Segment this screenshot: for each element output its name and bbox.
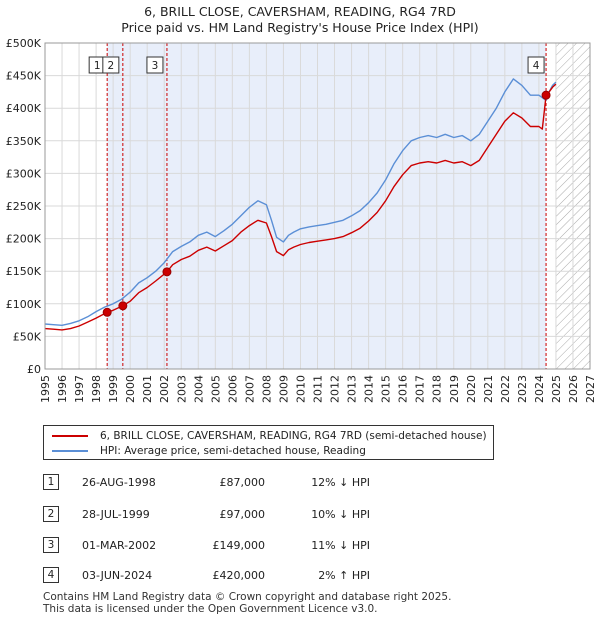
legend-swatch-property	[52, 435, 88, 437]
y-tick-label: £450K	[6, 70, 42, 83]
x-tick-label: 2001	[141, 375, 154, 403]
y-tick-label: £50K	[13, 330, 42, 343]
sale-1-box-label: 1	[94, 60, 101, 72]
legend-item-hpi: HPI: Average price, semi-detached house,…	[52, 444, 366, 458]
chart-subtitle: Price paid vs. HM Land Registry's House …	[121, 20, 479, 35]
x-tick-label: 2010	[294, 375, 307, 403]
x-tick-label: 2004	[192, 375, 205, 403]
legend-label-hpi: HPI: Average price, semi-detached house,…	[100, 445, 366, 457]
x-tick-label: 2011	[312, 375, 325, 403]
x-tick-label: 1997	[73, 375, 86, 403]
x-tick-label: 2012	[329, 375, 342, 403]
x-tick-label: 2000	[124, 375, 137, 403]
transaction-1-date: 26-AUG-1998	[82, 476, 156, 489]
legend: 6, BRILL CLOSE, CAVERSHAM, READING, RG4 …	[43, 425, 494, 460]
x-tick-label: 2025	[550, 375, 563, 403]
footer-copyright: Contains HM Land Registry data © Crown c…	[43, 591, 452, 603]
plot-border	[44, 42, 591, 370]
sale-1-point	[102, 307, 112, 317]
y-tick-label: £0	[27, 363, 41, 376]
transaction-1-number: 1	[43, 474, 59, 490]
transaction-4-number: 4	[43, 567, 59, 583]
legend-label-property: 6, BRILL CLOSE, CAVERSHAM, READING, RG4 …	[100, 430, 487, 442]
transaction-1-hpi: 12% ↓ HPI	[311, 476, 370, 489]
x-tick-label: 1999	[107, 375, 120, 403]
transaction-2-number: 2	[43, 506, 59, 522]
y-tick-label: £500K	[6, 37, 42, 50]
x-tick-label: 2022	[499, 375, 512, 403]
x-tick-label: 2017	[414, 375, 427, 403]
x-tick-label: 2015	[380, 375, 393, 403]
x-tick-label: 1996	[56, 375, 69, 403]
transaction-2-hpi: 10% ↓ HPI	[311, 508, 370, 521]
y-tick-label: £200K	[6, 233, 42, 246]
x-tick-label: 2013	[346, 375, 359, 403]
transaction-3-hpi: 11% ↓ HPI	[311, 539, 370, 552]
x-tick-label: 2018	[431, 375, 444, 403]
sale-4-box	[527, 56, 545, 74]
sale-2-box-label: 2	[107, 60, 114, 72]
x-tick-label: 2009	[277, 375, 290, 403]
property-line	[44, 83, 557, 331]
legend-swatch-hpi	[52, 450, 88, 452]
sale-2-point	[118, 301, 128, 311]
x-tick-label: 2006	[226, 375, 239, 403]
x-tick-label: 2024	[533, 375, 546, 403]
transaction-2-price: £97,000	[219, 508, 266, 521]
transaction-3-number: 3	[43, 537, 59, 553]
x-tick-label: 1998	[90, 375, 103, 403]
x-tick-label: 2003	[175, 375, 188, 403]
sale-3-point	[162, 267, 172, 277]
x-tick-label: 2026	[567, 375, 580, 403]
x-tick-label: 2021	[482, 375, 495, 403]
y-tick-label: £350K	[6, 135, 42, 148]
transaction-4-price: £420,000	[212, 569, 266, 582]
y-tick-label: £250K	[6, 200, 42, 213]
y-tick-label: £300K	[6, 167, 42, 180]
sale-3-box	[146, 56, 164, 74]
transaction-3-price: £149,000	[212, 539, 266, 552]
hpi-line	[44, 78, 557, 326]
sale-3-box-label: 3	[152, 60, 159, 72]
x-tick-label: 2016	[397, 375, 410, 403]
x-tick-label: 2007	[243, 375, 256, 403]
transaction-2-date: 28-JUL-1999	[82, 508, 150, 521]
chart-title: 6, BRILL CLOSE, CAVERSHAM, READING, RG4 …	[144, 4, 456, 19]
x-tick-label: 2023	[516, 375, 529, 403]
sale-4-point	[541, 90, 551, 100]
y-tick-label: £150K	[6, 265, 42, 278]
x-tick-label: 2005	[209, 375, 222, 403]
x-tick-label: 1995	[39, 375, 52, 403]
sale-4-box-label: 4	[533, 60, 540, 72]
y-tick-label: £400K	[6, 102, 42, 115]
x-tick-label: 2008	[260, 375, 273, 403]
x-tick-label: 2002	[158, 375, 171, 403]
transaction-4-hpi: 2% ↑ HPI	[318, 569, 370, 582]
transaction-3-date: 01-MAR-2002	[82, 539, 157, 552]
transaction-1-price: £87,000	[219, 476, 266, 489]
x-tick-label: 2019	[448, 375, 461, 403]
x-tick-label: 2014	[363, 375, 376, 403]
legend-item-property: 6, BRILL CLOSE, CAVERSHAM, READING, RG4 …	[52, 429, 487, 443]
sale-2-box	[102, 56, 120, 74]
x-tick-label: 2020	[465, 375, 478, 403]
x-tick-label: 2027	[584, 375, 597, 403]
transaction-4-date: 03-JUN-2024	[82, 569, 153, 582]
footer-licence: This data is licensed under the Open Gov…	[43, 603, 378, 615]
y-tick-label: £100K	[6, 298, 42, 311]
